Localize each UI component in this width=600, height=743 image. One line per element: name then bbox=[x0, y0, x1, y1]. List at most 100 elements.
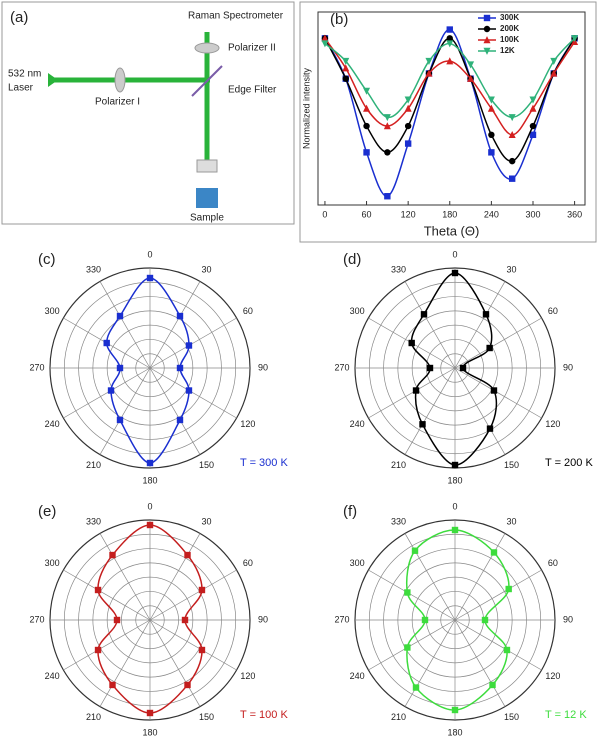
spoke bbox=[149, 619, 201, 707]
spoke bbox=[404, 533, 456, 621]
data-point bbox=[146, 274, 154, 282]
theta-tick-label: 210 bbox=[391, 712, 406, 722]
spoke bbox=[368, 367, 456, 419]
theta-tick-label: 180 bbox=[142, 727, 157, 737]
diagram-frame bbox=[1, 1, 295, 225]
theta-tick-label: 210 bbox=[391, 460, 406, 470]
theta-tick-label: 0 bbox=[147, 501, 152, 511]
diagram-text: Laser bbox=[8, 83, 34, 94]
spoke bbox=[404, 619, 456, 707]
data-point bbox=[482, 311, 490, 318]
theta-tick-label: 150 bbox=[199, 712, 214, 722]
series-line bbox=[324, 37, 576, 136]
data-point bbox=[383, 122, 391, 130]
data-point bbox=[404, 104, 412, 112]
panel-label: (c) bbox=[38, 251, 56, 268]
spoke bbox=[454, 367, 542, 419]
legend-marker bbox=[483, 25, 491, 33]
data-point bbox=[446, 40, 454, 48]
theta-tick-label: 300 bbox=[45, 558, 60, 568]
theta-tick-label: 30 bbox=[201, 517, 211, 527]
data-point bbox=[425, 69, 433, 77]
data-point bbox=[116, 312, 124, 320]
spoke bbox=[368, 619, 456, 671]
data-point bbox=[185, 342, 193, 349]
spoke bbox=[149, 619, 237, 671]
panel-label: (e) bbox=[38, 503, 56, 520]
legend-label: 200K bbox=[500, 24, 519, 33]
data-point bbox=[529, 122, 537, 130]
data-point bbox=[451, 706, 459, 714]
data-point bbox=[488, 149, 495, 156]
data-point bbox=[363, 104, 371, 112]
data-point bbox=[176, 364, 184, 372]
data-point bbox=[198, 646, 206, 654]
data-point bbox=[488, 131, 495, 139]
data-point bbox=[420, 311, 428, 318]
theta-tick-label: 240 bbox=[45, 419, 60, 429]
data-point bbox=[503, 646, 511, 654]
data-point bbox=[451, 269, 459, 277]
spoke bbox=[149, 569, 237, 621]
data-point bbox=[321, 40, 329, 48]
spoke bbox=[99, 533, 151, 621]
theta-tick-label: 0 bbox=[452, 501, 457, 511]
theta-tick-label: 120 bbox=[545, 419, 560, 429]
data-point bbox=[342, 57, 350, 65]
theta-tick-label: 300 bbox=[350, 306, 365, 316]
x-tick-label: 120 bbox=[401, 209, 416, 219]
theta-tick-label: 90 bbox=[563, 614, 573, 624]
data-point bbox=[426, 364, 434, 372]
panel-label: (a) bbox=[10, 9, 28, 26]
data-point bbox=[505, 585, 512, 593]
theta-tick-label: 270 bbox=[334, 362, 349, 372]
spoke bbox=[454, 569, 542, 621]
data-point bbox=[185, 387, 193, 394]
theta-tick-label: 90 bbox=[563, 362, 573, 372]
edge-filter bbox=[191, 65, 223, 97]
data-point bbox=[384, 149, 391, 156]
theta-tick-label: 330 bbox=[391, 265, 406, 275]
theta-tick-label: 240 bbox=[45, 671, 60, 681]
theta-tick-label: 120 bbox=[240, 671, 255, 681]
data-point bbox=[113, 616, 121, 624]
diagram-text: 532 nm bbox=[8, 69, 41, 80]
legend-marker bbox=[483, 14, 491, 22]
theta-tick-label: 240 bbox=[350, 419, 365, 429]
data-point bbox=[184, 551, 191, 559]
x-tick-label: 60 bbox=[362, 209, 372, 219]
theta-tick-label: 180 bbox=[447, 475, 462, 485]
setup-diagram: (a) 532 nm Laser Polarizer I Raman Spect… bbox=[1, 1, 295, 225]
data-point bbox=[184, 681, 191, 689]
data-point bbox=[146, 709, 154, 717]
theta-tick-label: 60 bbox=[243, 306, 253, 316]
data-point bbox=[411, 547, 419, 554]
data-point bbox=[529, 131, 537, 139]
data-point bbox=[109, 551, 116, 559]
spoke bbox=[63, 569, 151, 621]
data-point bbox=[198, 586, 206, 594]
theta-tick-label: 330 bbox=[86, 517, 101, 527]
spoke bbox=[149, 281, 201, 369]
panel-label: (d) bbox=[343, 251, 361, 268]
spoke bbox=[404, 281, 456, 369]
spoke bbox=[149, 317, 237, 369]
data-point bbox=[321, 34, 329, 42]
spoke bbox=[149, 367, 201, 455]
theta-tick-label: 150 bbox=[504, 460, 519, 470]
data-point bbox=[412, 387, 420, 394]
data-point bbox=[404, 644, 411, 651]
data-point bbox=[467, 61, 475, 69]
data-point bbox=[181, 616, 189, 624]
legend-marker bbox=[483, 47, 491, 55]
data-point bbox=[446, 35, 453, 42]
diagram-text: Polarizer II bbox=[228, 43, 276, 54]
data-point bbox=[412, 684, 420, 691]
sample-block bbox=[196, 188, 218, 208]
theta-tick-label: 330 bbox=[391, 517, 406, 527]
temperature-label: T = 12 K bbox=[545, 709, 587, 721]
x-tick-label: 360 bbox=[567, 209, 582, 219]
plot-frame bbox=[299, 1, 597, 243]
polarizer-i bbox=[114, 67, 126, 93]
theta-tick-label: 120 bbox=[240, 419, 255, 429]
